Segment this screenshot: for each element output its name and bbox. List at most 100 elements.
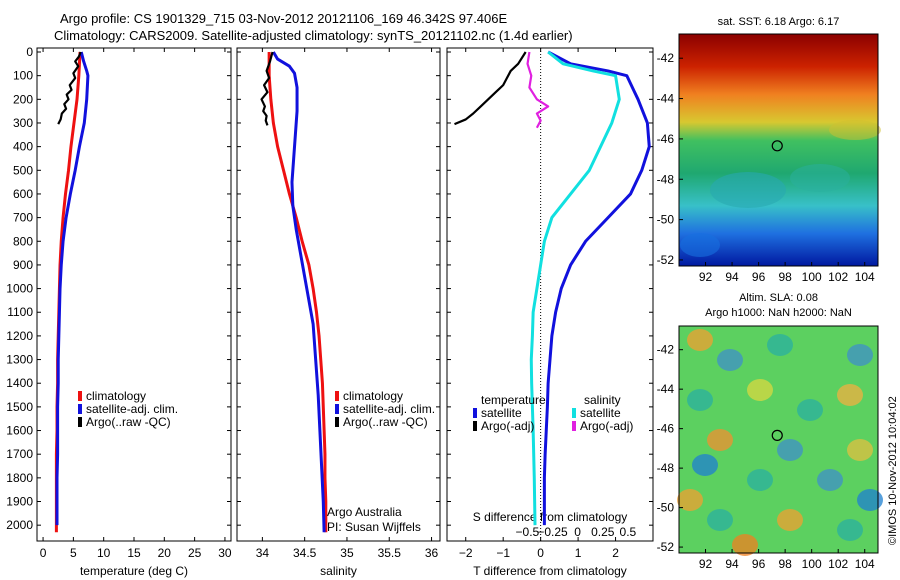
sla-eddy <box>747 379 773 401</box>
lat-tick-label: -44 <box>657 382 675 396</box>
sla-caption-1: Altim. SLA: 0.08 <box>739 292 818 304</box>
x-tick-label: 34 <box>256 546 270 560</box>
legend-header: salinity <box>584 393 621 407</box>
lon-tick-label: 92 <box>699 557 713 571</box>
sst-map-image <box>679 34 878 266</box>
x-axis-label: T difference from climatology <box>473 564 627 578</box>
y-tick-label: 900 <box>13 258 33 272</box>
y-tick-label: 300 <box>13 116 33 130</box>
s-tick-label: −0.5 <box>516 525 540 539</box>
legend-swatch <box>335 404 339 414</box>
y-tick-label: 1300 <box>6 353 33 367</box>
sla-eddy <box>707 429 733 451</box>
lat-tick-label: -46 <box>657 132 675 146</box>
x-axis-label: salinity <box>320 564 357 578</box>
sla-eddy <box>837 519 863 541</box>
y-tick-label: 600 <box>13 187 33 201</box>
imos-timestamp: ©IMOS 10-Nov-2012 10:04:02 <box>887 396 899 545</box>
map-frame <box>678 325 879 554</box>
x-tick-label: 2 <box>612 546 619 560</box>
series-line-1 <box>272 51 326 533</box>
y-tick-label: 2000 <box>6 518 33 532</box>
sst-cool-patch <box>680 233 720 257</box>
argo-location-marker <box>771 429 783 441</box>
x-tick-label: 0 <box>537 546 544 560</box>
lat-tick-label: -42 <box>657 343 675 357</box>
y-tick-label: 1500 <box>6 400 33 414</box>
lat-tick-label: -42 <box>657 51 675 65</box>
x-tick-label: 35.5 <box>378 546 402 560</box>
lat-tick-label: -50 <box>657 501 675 515</box>
lon-tick-label: 98 <box>778 557 792 571</box>
figure-titles: Argo profile: CS 1901329_715 03-Nov-2012… <box>0 0 650 48</box>
sst-caption: sat. SST: 6.18 Argo: 6.17 <box>717 16 840 28</box>
sla-eddy <box>732 534 758 556</box>
legend-label: climatology <box>86 389 146 403</box>
x-axis-label: temperature (deg C) <box>80 564 188 578</box>
sla-eddies <box>677 329 883 556</box>
lon-tick-label: 104 <box>855 557 875 571</box>
x-tick-label: 0 <box>40 546 47 560</box>
y-tick-label: 200 <box>13 92 33 106</box>
legend-header: temperature <box>481 393 546 407</box>
x-tick-label: 36 <box>425 546 439 560</box>
s-tick-label: 0 <box>574 525 581 539</box>
legend-label: satellite-adj. clim. <box>86 402 178 416</box>
y-tick-label: 700 <box>13 211 33 225</box>
legend-swatch <box>78 417 82 427</box>
y-tick-label: 1900 <box>6 495 33 509</box>
plot-frame <box>236 47 441 542</box>
sla-eddy <box>837 384 863 406</box>
legend-label: Argo(..raw -QC) <box>343 415 428 429</box>
lon-tick-label: 98 <box>778 270 792 284</box>
sla-eddy <box>707 509 733 531</box>
legend-swatch <box>473 421 477 431</box>
sla-eddy <box>797 399 823 421</box>
series-line-0 <box>267 52 328 533</box>
legend-label: Argo(..raw -QC) <box>86 415 171 429</box>
annotation-text: Argo Australia <box>327 505 402 519</box>
legend-label: climatology <box>343 389 403 403</box>
x-tick-label: 35 <box>340 546 354 560</box>
sla-eddy <box>692 454 718 476</box>
title-line-1: Argo profile: CS 1901329_715 03-Nov-2012… <box>60 11 508 26</box>
lon-tick-label: 100 <box>802 557 822 571</box>
s-tick-label: 0.25 <box>591 525 615 539</box>
series-line-2 <box>260 51 274 126</box>
lat-tick-label: -50 <box>657 213 675 227</box>
y-tick-label: 800 <box>13 234 33 248</box>
sla-eddy <box>817 469 843 491</box>
legend-label: satellite-adj. clim. <box>343 402 435 416</box>
s-tick-label: 0.5 <box>620 525 637 539</box>
y-tick-label: 1600 <box>6 424 33 438</box>
lon-tick-label: 102 <box>828 270 848 284</box>
sla-eddy <box>687 389 713 411</box>
x-tick-label: 10 <box>97 546 111 560</box>
lon-tick-label: 96 <box>752 270 766 284</box>
sst-map-axes: -42 -44 -46 -48 -50 -52 92 94 96 98 100 102 104 <box>657 33 879 284</box>
x-tick-label: 25 <box>188 546 202 560</box>
series-line-2 <box>57 51 82 125</box>
y-tick-label: 500 <box>13 163 33 177</box>
x-tick-label: 1 <box>575 546 582 560</box>
legend-swatch <box>572 421 576 431</box>
lon-tick-label: 96 <box>752 557 766 571</box>
series-line-1 <box>55 51 90 526</box>
argo-location-marker <box>771 140 783 152</box>
sla-caption-2: Argo h1000: NaN h2000: NaN <box>705 307 852 319</box>
sla-eddy <box>717 349 743 371</box>
legend-label: satellite <box>580 406 621 420</box>
sst-warm-patch <box>829 120 881 140</box>
x-tick-label: 15 <box>127 546 141 560</box>
sla-eddy <box>847 439 873 461</box>
sst-cool-patch <box>790 164 850 192</box>
lat-tick-label: -52 <box>657 253 675 267</box>
lon-tick-label: 94 <box>725 557 739 571</box>
legend-swatch <box>572 408 576 418</box>
lat-tick-label: -44 <box>657 92 675 106</box>
x-tick-label: 20 <box>158 546 172 560</box>
sst-map: -42 -44 -46 -48 -50 -52 92 94 96 98 100 102 104 <box>657 33 881 284</box>
sla-eddy <box>777 509 803 531</box>
s-tick-label: −0.25 <box>537 525 568 539</box>
sla-eddy <box>687 329 713 351</box>
